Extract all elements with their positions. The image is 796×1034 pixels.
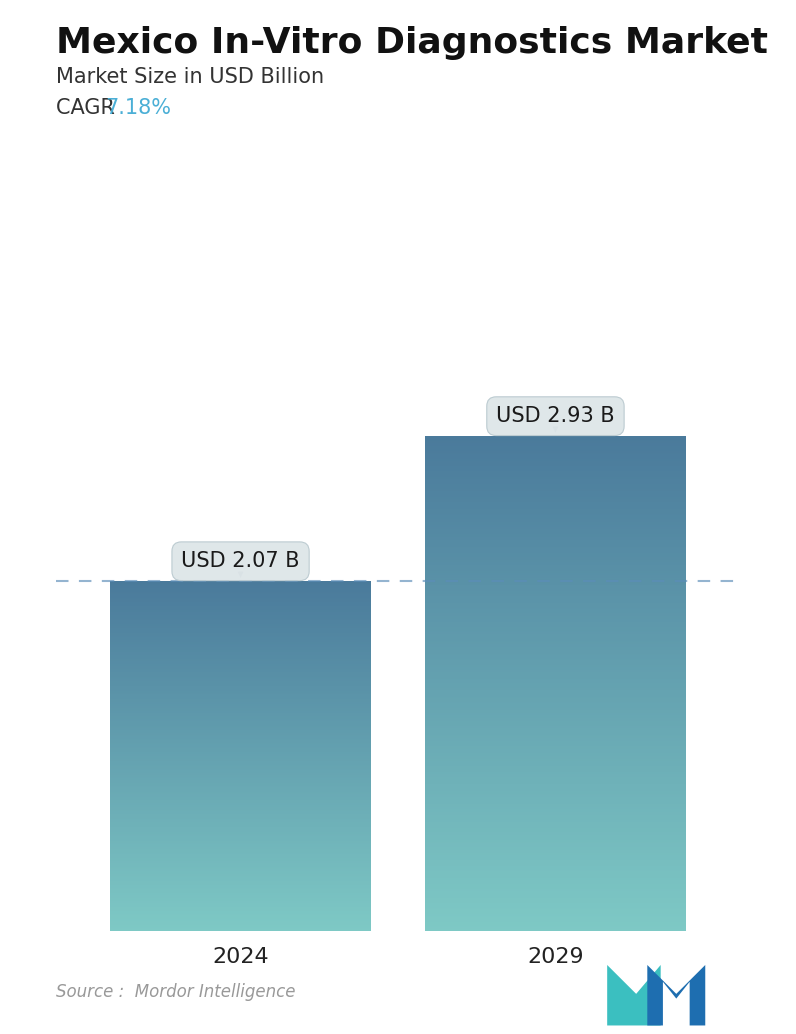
Text: CAGR: CAGR — [56, 98, 121, 118]
Text: 7.18%: 7.18% — [105, 98, 171, 118]
Text: USD 2.07 B: USD 2.07 B — [181, 551, 300, 571]
Polygon shape — [607, 965, 661, 1026]
Text: Market Size in USD Billion: Market Size in USD Billion — [56, 67, 324, 87]
Text: Source :  Mordor Intelligence: Source : Mordor Intelligence — [56, 983, 295, 1001]
Polygon shape — [647, 965, 705, 1026]
Text: USD 2.93 B: USD 2.93 B — [496, 406, 615, 426]
Text: Mexico In-Vitro Diagnostics Market: Mexico In-Vitro Diagnostics Market — [56, 26, 767, 60]
